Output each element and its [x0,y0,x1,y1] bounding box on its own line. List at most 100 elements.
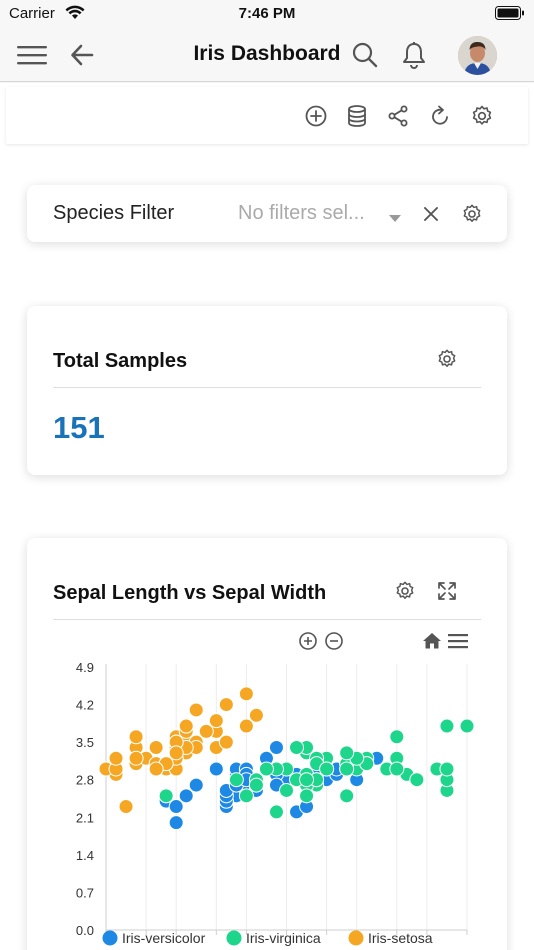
data-point[interactable] [339,788,355,804]
total-samples-card: Total Samples 151 [27,306,507,475]
settings-gear-icon[interactable] [470,104,494,128]
legend-label[interactable]: Iris-versicolor [122,930,206,946]
user-avatar[interactable] [458,36,497,75]
data-point[interactable] [158,788,174,804]
legend-marker [226,930,242,946]
data-point[interactable] [208,761,224,777]
data-point[interactable] [299,788,315,804]
chart-menu-icon[interactable] [448,634,468,649]
species-filter-select[interactable]: No filters sel... [238,202,365,224]
data-point[interactable] [238,718,254,734]
card-divider [53,387,481,388]
share-icon[interactable] [386,104,410,128]
clock-time: 7:46 PM [238,5,296,22]
data-point[interactable] [208,713,224,729]
data-point[interactable] [168,815,184,831]
data-point[interactable] [128,729,144,745]
data-point[interactable] [148,761,164,777]
battery-icon [495,6,525,25]
data-point[interactable] [258,761,274,777]
y-tick-label: 0.7 [76,885,94,900]
data-point[interactable] [108,750,124,766]
legend-label[interactable]: Iris-setosa [368,930,433,946]
data-point[interactable] [148,740,164,756]
data-point[interactable] [439,761,455,777]
y-tick-label: 2.8 [76,773,94,788]
sepal-scatter-card: Sepal Length vs Sepal Width [27,538,507,950]
y-tick-label: 3.5 [76,735,94,750]
data-point[interactable] [459,718,475,734]
data-point[interactable] [178,718,194,734]
y-tick-label: 4.9 [76,660,94,675]
dashboard-content: Species Filter No filters sel... Total S… [0,83,534,950]
chart-toolbar [299,632,468,650]
chart-settings-gear-icon[interactable] [394,580,416,607]
data-point[interactable] [439,718,455,734]
add-circle-icon[interactable] [304,104,328,128]
data-point[interactable] [118,799,134,815]
data-point[interactable] [188,777,204,793]
dropdown-caret-icon[interactable] [389,210,401,228]
page-title: Iris Dashboard [193,42,341,65]
data-point[interactable] [168,799,184,815]
chart-legend[interactable]: Iris-versicolor Iris-virginica Iris-setosa [102,930,433,946]
total-samples-value: 151 [53,410,105,445]
data-point[interactable] [389,729,405,745]
status-bar: Carrier 7:46 PM [0,0,534,28]
data-point[interactable] [128,750,144,766]
species-filter-label: Species Filter [53,202,175,224]
data-point[interactable] [248,707,264,723]
reset-home-icon[interactable] [423,633,441,649]
total-samples-title: Total Samples [53,350,188,372]
data-point[interactable] [319,761,335,777]
bell-icon[interactable] [398,39,430,71]
card-divider [53,619,481,620]
data-point[interactable] [218,697,234,713]
data-point[interactable] [279,782,294,798]
samples-settings-gear-icon[interactable] [436,348,458,375]
carrier-label: Carrier [9,5,55,22]
legend-label[interactable]: Iris-virginica [246,930,321,946]
species-filter-card: Species Filter No filters sel... [27,185,507,242]
scatter-chart: 4.34.75.05.45.76.16.56.87.27.57.94.94.23… [76,632,475,946]
y-tick-label: 2.1 [76,810,94,825]
axes: 4.34.75.05.45.76.16.56.87.27.57.94.94.23… [76,660,468,938]
back-arrow-icon[interactable] [66,39,98,71]
data-point[interactable] [178,788,194,804]
menu-icon[interactable] [16,39,48,71]
data-point[interactable] [198,723,214,739]
chart-title: Sepal Length vs Sepal Width [53,582,327,604]
zoom-out-icon[interactable] [325,632,343,650]
filter-settings-gear-icon[interactable] [461,203,483,230]
dashboard-toolbar [6,87,528,144]
data-point[interactable] [389,761,405,777]
data-point[interactable] [289,740,305,756]
refresh-icon[interactable] [428,104,452,128]
data-point[interactable] [339,745,355,761]
data-point[interactable] [188,702,204,718]
data-point[interactable] [238,686,254,702]
data-point[interactable] [218,734,234,750]
y-tick-label: 1.4 [76,848,94,863]
wifi-icon [65,5,85,25]
search-icon[interactable] [349,39,381,71]
y-tick-label: 0.0 [76,923,94,938]
data-point[interactable] [339,761,355,777]
data-point[interactable] [228,772,244,788]
y-tick-label: 4.2 [76,698,94,713]
data-point[interactable] [248,777,264,793]
zoom-in-icon[interactable] [299,632,317,650]
data-point[interactable] [168,745,184,761]
legend-marker [348,930,364,946]
navigation-bar: Iris Dashboard [0,28,534,82]
data-point[interactable] [409,772,425,788]
legend-marker [102,930,118,946]
data-point[interactable] [299,772,315,788]
expand-icon[interactable] [437,581,457,606]
data-points [98,686,475,831]
data-point[interactable] [268,740,284,756]
database-icon[interactable] [345,104,369,128]
data-point[interactable] [268,804,284,820]
data-point[interactable] [238,788,254,804]
clear-filter-icon[interactable] [424,207,438,226]
